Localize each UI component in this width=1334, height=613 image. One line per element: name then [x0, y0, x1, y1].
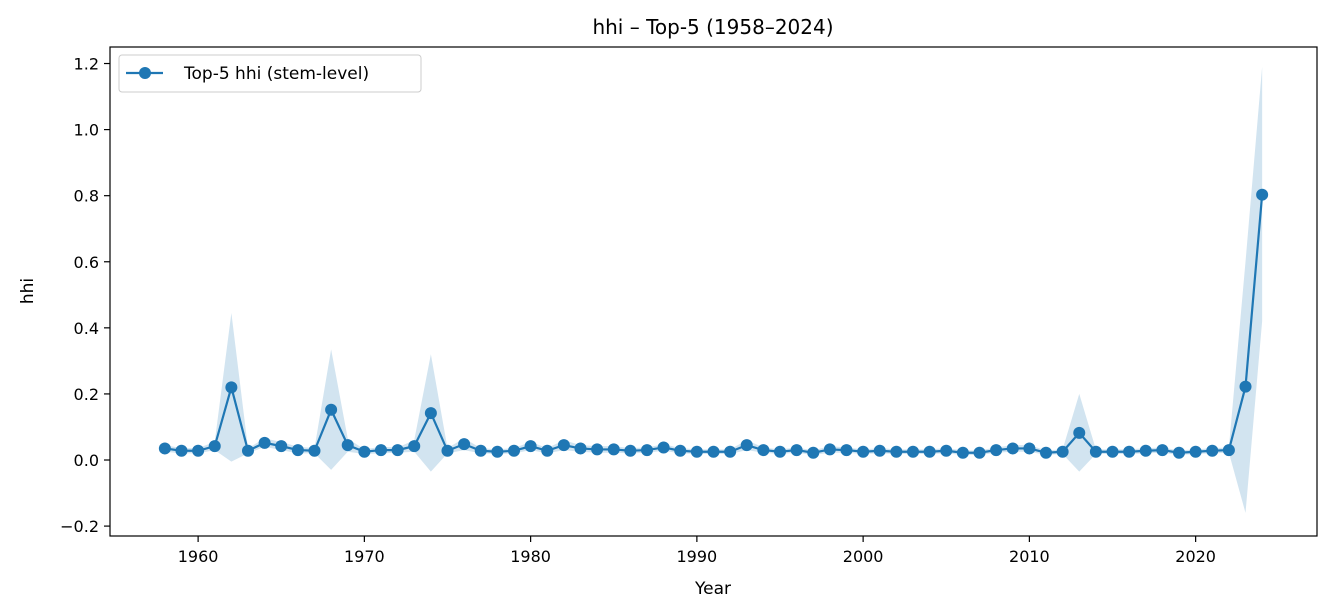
- data-point: [641, 444, 653, 457]
- data-point: [541, 444, 554, 457]
- data-point: [707, 445, 720, 458]
- y-tick-label: 0.8: [74, 187, 99, 206]
- data-point: [1023, 442, 1036, 455]
- y-tick-label: 0.2: [74, 385, 99, 404]
- data-point: [840, 444, 853, 457]
- data-point: [890, 445, 903, 458]
- data-point: [1239, 380, 1252, 393]
- data-point: [1056, 445, 1069, 458]
- data-point: [591, 443, 604, 456]
- legend-label: Top-5 hhi (stem-level): [183, 64, 369, 84]
- data-point: [1256, 188, 1269, 201]
- data-point: [308, 444, 321, 457]
- data-point: [1222, 444, 1235, 457]
- data-point: [940, 444, 953, 457]
- data-point: [358, 445, 371, 458]
- data-point: [807, 446, 820, 459]
- data-point: [690, 445, 703, 458]
- x-axis-label: Year: [694, 579, 731, 599]
- data-point: [857, 445, 870, 458]
- y-tick-label: 0.6: [74, 253, 99, 272]
- data-point: [1139, 444, 1152, 457]
- data-point: [1006, 442, 1019, 455]
- data-point: [724, 445, 737, 458]
- data-point: [740, 439, 753, 452]
- data-point: [275, 440, 288, 453]
- data-point: [1073, 426, 1086, 439]
- data-point: [923, 445, 936, 458]
- data-point: [674, 444, 687, 457]
- data-point: [391, 444, 404, 457]
- plot-frame: [109, 46, 1318, 537]
- legend-marker-swatch: [139, 67, 151, 79]
- data-point: [374, 444, 387, 457]
- x-tick-label: 1990: [677, 547, 718, 566]
- data-point: [1106, 445, 1119, 458]
- chart-title: hhi – Top-5 (1958–2024): [592, 15, 833, 39]
- data-point: [873, 444, 886, 457]
- data-point: [458, 438, 471, 451]
- confidence-band: [164, 66, 1263, 513]
- x-tick-label: 1960: [178, 547, 219, 566]
- data-point: [624, 444, 637, 457]
- data-point: [441, 444, 454, 457]
- data-point: [291, 444, 304, 457]
- data-point: [1123, 445, 1136, 458]
- x-tick-label: 2010: [1009, 547, 1050, 566]
- data-point: [258, 436, 271, 449]
- legend-box: [118, 54, 422, 93]
- data-point: [424, 407, 437, 420]
- data-point: [325, 403, 338, 416]
- data-point: [1040, 446, 1053, 459]
- data-point: [657, 441, 670, 454]
- data-point: [757, 444, 770, 457]
- x-tick-label: 2000: [843, 547, 884, 566]
- data-point: [241, 444, 254, 457]
- data-point: [408, 440, 421, 453]
- data-point: [158, 442, 171, 455]
- data-point: [973, 446, 986, 459]
- data-point: [607, 443, 620, 456]
- y-tick-label: 1.0: [74, 121, 99, 140]
- data-point: [208, 440, 221, 453]
- data-point: [574, 442, 587, 455]
- y-tick-label: 0.0: [74, 451, 99, 470]
- data-point: [990, 444, 1003, 457]
- data-point: [341, 439, 354, 452]
- y-tick-label: 0.4: [74, 319, 99, 338]
- x-tick-label: 1970: [344, 547, 385, 566]
- data-point: [1206, 444, 1219, 457]
- data-point: [557, 439, 570, 452]
- x-tick-label: 1980: [510, 547, 551, 566]
- data-point: [1189, 445, 1202, 458]
- data-point: [823, 443, 836, 456]
- legend: Top-5 hhi (stem-level): [118, 54, 422, 93]
- data-point: [192, 444, 205, 457]
- data-point: [508, 444, 520, 457]
- data-point: [956, 446, 969, 459]
- data-point: [907, 445, 919, 458]
- data-point: [1173, 446, 1186, 459]
- data-point: [1089, 445, 1102, 458]
- data-point: [175, 444, 188, 457]
- data-point: [1156, 444, 1169, 457]
- y-tick-label: 1.2: [74, 55, 99, 74]
- data-point: [524, 440, 537, 453]
- data-point: [225, 381, 238, 394]
- data-point: [474, 444, 487, 457]
- y-tick-label: −0.2: [60, 517, 99, 536]
- y-axis-label: hhi: [18, 278, 38, 304]
- data-point: [790, 444, 803, 457]
- data-point: [491, 445, 504, 458]
- data-point: [774, 445, 786, 458]
- x-tick-label: 2020: [1175, 547, 1216, 566]
